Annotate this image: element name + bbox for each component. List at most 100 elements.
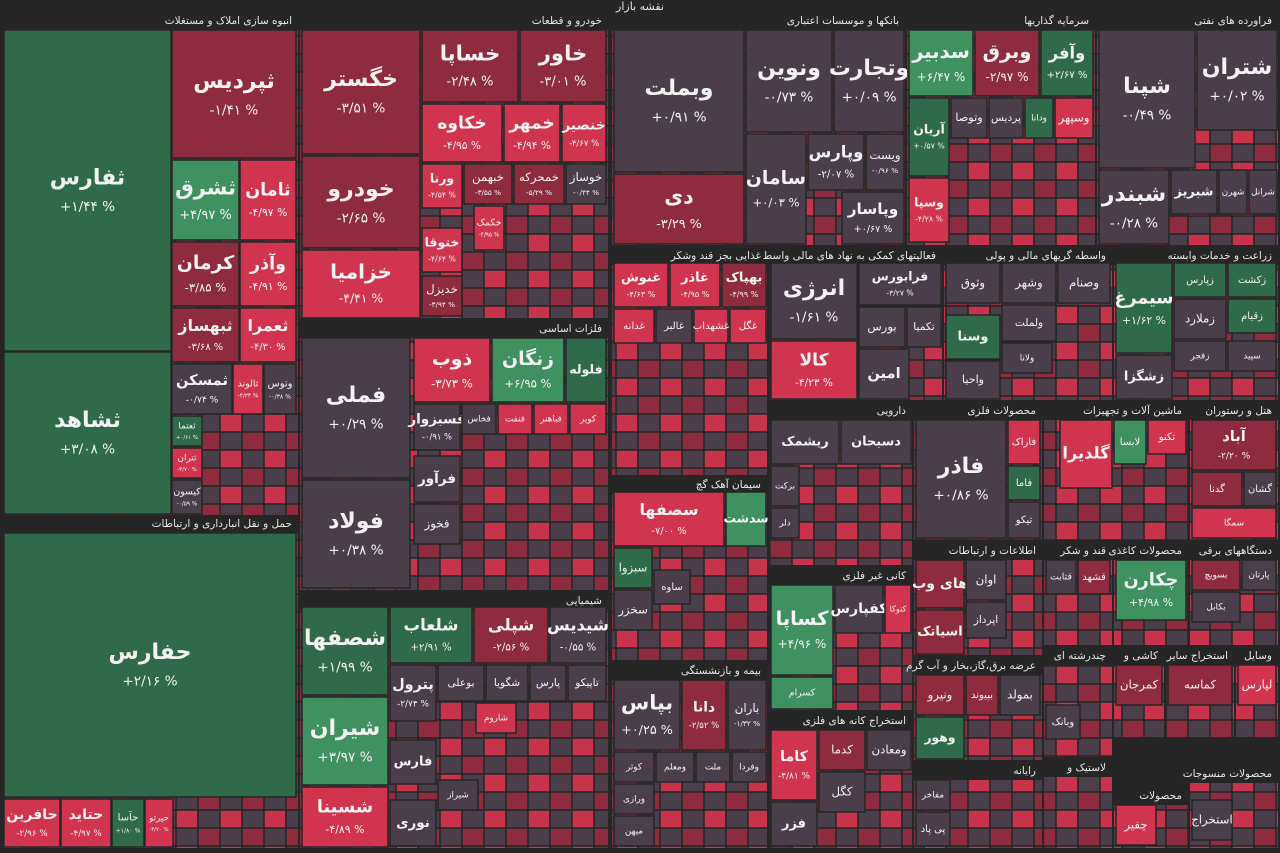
tile-name: کویر: [579, 415, 597, 425]
tile-change: +۳/۹۷ %: [317, 750, 372, 766]
tile-name: فاما: [1016, 478, 1032, 489]
tile: [473, 606, 549, 664]
tile: [655, 751, 695, 783]
tile-change: -۴/۹۷ %: [70, 829, 101, 839]
tile: [818, 729, 866, 771]
tile-name: سامان: [746, 168, 806, 189]
tile: [1040, 29, 1094, 97]
tile-change: -۰/۳۸ %: [269, 394, 291, 401]
tile-change: +۲/۶۷ %: [1047, 70, 1088, 81]
sector-title: محصولات: [1139, 790, 1182, 802]
tile: [1007, 501, 1041, 539]
tile: [908, 29, 974, 97]
tile: [1191, 799, 1233, 841]
sector-title: قند و شکر: [1059, 545, 1106, 557]
tile: [1115, 354, 1173, 400]
tile-name: قشهد: [1082, 572, 1106, 583]
tile-change: -۳/۰۱ %: [540, 74, 587, 89]
tile-change: -۳/۷۰ %: [149, 827, 168, 833]
tile: [1059, 419, 1113, 489]
tile: [413, 337, 491, 403]
tile-name: کیسون: [173, 486, 201, 497]
tile-name: کمرجان: [1120, 678, 1159, 693]
tile-change: -۴/۵۴ %: [428, 190, 456, 199]
tile-name: وتجارت: [829, 56, 909, 81]
tile-name: ثامان: [245, 180, 291, 200]
tile: [1098, 169, 1170, 245]
tile-name: فاراک: [1012, 437, 1037, 448]
tile: [770, 419, 840, 465]
tile-name: شبندر: [1101, 182, 1166, 207]
sector-title: محصولات فلزی: [967, 405, 1036, 417]
tile: [950, 97, 988, 139]
tile: [655, 308, 693, 344]
tile-name: کماسه: [1184, 678, 1217, 692]
tile-name: فرآور: [417, 470, 456, 487]
tile: [413, 403, 461, 451]
tile-change: -۴/۹۷ %: [249, 206, 288, 219]
tile-name: بهپاک: [726, 270, 763, 285]
tile-name: ثتران: [178, 454, 197, 464]
tile-change: -۴/۹۵ %: [479, 233, 500, 239]
tile: [1218, 169, 1248, 215]
sector-title: هتل و رستوران: [1205, 405, 1272, 417]
tile: [111, 798, 145, 848]
tile: [858, 262, 942, 306]
tile: [519, 29, 607, 103]
sector-title: لاستیک و: [1066, 762, 1106, 774]
tile-change: -۴/۳۰ %: [250, 342, 285, 353]
tile-name: حآسا: [118, 811, 139, 824]
tile-name: فسبزوار: [407, 412, 465, 428]
tile: [1170, 169, 1218, 215]
tile-change: -۲/۵۶ %: [493, 642, 530, 653]
sector-title: زراعت و خدمات وابسته: [1167, 250, 1272, 262]
tile-name: ریشمک: [781, 435, 828, 450]
tile-name: حتاید: [69, 807, 104, 823]
tile: [301, 696, 389, 786]
tile: [1147, 419, 1187, 455]
tile-name: ثبهساز: [177, 316, 232, 335]
tile-name: ثشرق: [175, 175, 236, 199]
tile: [421, 163, 463, 209]
tile-name: کوثر: [625, 763, 643, 773]
tile-name: وتوصا: [955, 111, 982, 125]
tile-change: -۴/۴۱ %: [339, 291, 384, 306]
tile-name: وسپا: [914, 195, 944, 210]
tile-name: وبانک: [1052, 717, 1075, 728]
tile: [965, 601, 1007, 639]
tile: [866, 729, 912, 771]
tile-change: -۰/۷۴ %: [186, 396, 219, 406]
tile: [770, 729, 818, 801]
tile: [263, 363, 297, 415]
tile-name: آریان: [913, 122, 945, 137]
tile-change: -۲/۲۰ %: [1218, 452, 1251, 462]
tile-name: دسبحان: [851, 435, 901, 450]
tile: [421, 29, 519, 103]
tile: [965, 674, 999, 716]
tile: [725, 491, 767, 547]
tile: [770, 584, 834, 676]
tile-name: دلر: [778, 519, 790, 529]
tile-name: سدشت: [723, 511, 768, 526]
tile-name: امین: [867, 365, 900, 382]
tile: [421, 103, 503, 163]
tile: [770, 801, 818, 847]
tile-change: -۰/۹۱ %: [422, 432, 452, 442]
tile-name: چکارن: [1124, 570, 1179, 590]
tile: [1001, 262, 1057, 304]
tile: [613, 173, 745, 245]
tile: [858, 306, 906, 348]
tile-name: پی پاد: [921, 824, 946, 835]
tile-name: فاذر: [937, 454, 985, 479]
tile: [463, 163, 513, 205]
tile: [301, 249, 421, 319]
tile: [1007, 465, 1041, 501]
tile-name: حفارس: [109, 640, 192, 665]
tile: [908, 97, 950, 177]
tile: [1173, 262, 1227, 298]
tile-name: بکابل: [1206, 603, 1225, 613]
tile-change: -۰/۷۳ %: [765, 90, 814, 106]
tile-name: خساپا: [440, 40, 501, 65]
tile-name: ثعمرا: [248, 316, 289, 335]
tile-name: استخراج: [1191, 813, 1233, 828]
